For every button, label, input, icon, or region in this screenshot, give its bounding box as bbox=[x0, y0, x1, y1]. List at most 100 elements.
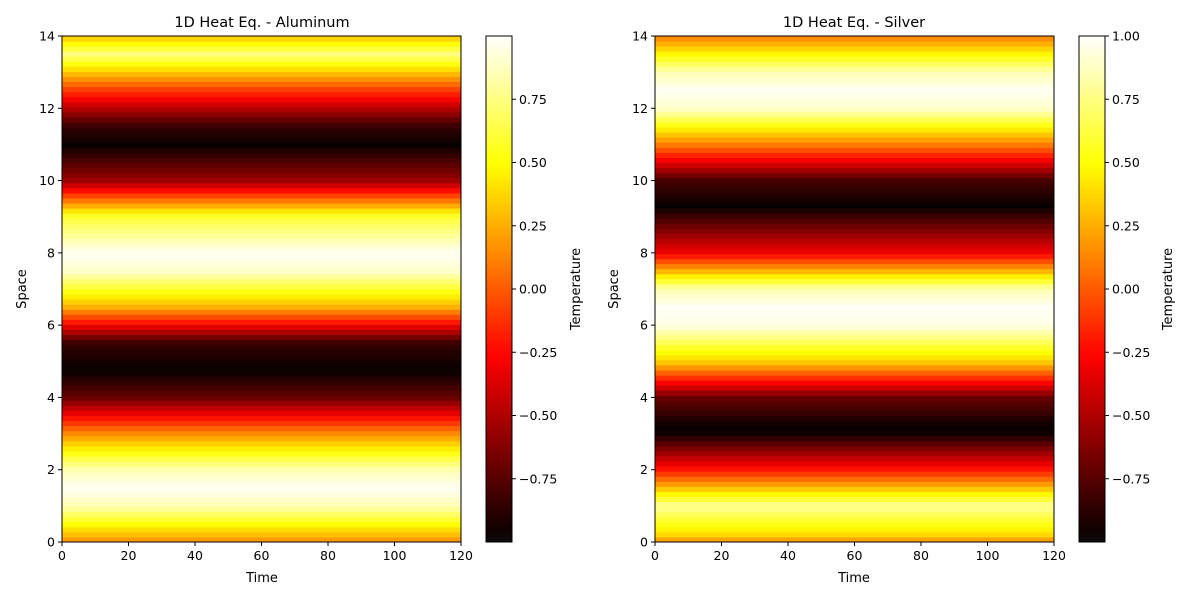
heatmap-cell bbox=[62, 359, 461, 366]
heatmap-cell bbox=[655, 212, 1054, 219]
x-tick-label: 40 bbox=[187, 548, 203, 563]
x-tick-label: 0 bbox=[651, 548, 659, 563]
heatmap-cell bbox=[655, 359, 1054, 366]
colorbar-gradient bbox=[486, 36, 512, 542]
heatmap-cell bbox=[655, 526, 1054, 533]
x-tick-label: 80 bbox=[913, 548, 929, 563]
heatmap-cell bbox=[62, 485, 461, 492]
colorbar-label: Temperature bbox=[569, 248, 584, 331]
heatmap-cell bbox=[62, 415, 461, 422]
x-axis-ticks: 0 20 40 60 80 100 120 bbox=[651, 542, 1066, 563]
heatmap-cell bbox=[655, 141, 1054, 148]
heatmap-cell bbox=[655, 167, 1054, 174]
heatmap-area bbox=[62, 35, 461, 543]
heatmap-cell bbox=[655, 50, 1054, 57]
x-tick-label: 60 bbox=[847, 548, 863, 563]
heatmap-cell bbox=[655, 106, 1054, 113]
heatmap-cell bbox=[62, 298, 461, 305]
heatmap-cell bbox=[62, 136, 461, 143]
heatmap-cell bbox=[655, 409, 1054, 416]
colorbar-tick-label: 0.75 bbox=[519, 92, 547, 107]
colorbar-gradient bbox=[1079, 36, 1105, 542]
heatmap-cell bbox=[62, 141, 461, 148]
heatmap-cell bbox=[62, 425, 461, 432]
heatmap-cell bbox=[62, 237, 461, 244]
heatmap-cell bbox=[62, 328, 461, 336]
heatmap-cell bbox=[655, 156, 1054, 163]
y-tick-label: 2 bbox=[640, 462, 648, 477]
heatmap-cell bbox=[62, 81, 461, 88]
heatmap-cell bbox=[62, 480, 461, 487]
heatmap-cell bbox=[655, 197, 1054, 204]
heatmap-cell bbox=[62, 106, 461, 113]
colorbar-tick-label: 0.00 bbox=[1112, 282, 1140, 297]
heatmap-cell bbox=[62, 227, 461, 234]
y-tick-label: 8 bbox=[47, 245, 55, 260]
heatmap-cell bbox=[655, 531, 1054, 538]
heatmap-cell bbox=[62, 354, 461, 361]
heatmap-cell bbox=[62, 212, 461, 219]
heatmap-cell bbox=[62, 268, 461, 275]
heatmap-cell bbox=[62, 111, 461, 118]
colorbar-tick-label: 0.25 bbox=[1112, 218, 1140, 233]
heatmap-area bbox=[655, 35, 1054, 543]
heatmap-cell bbox=[655, 445, 1054, 452]
heatmap-cell bbox=[62, 455, 461, 462]
x-tick-label: 20 bbox=[714, 548, 730, 563]
x-tick-label: 80 bbox=[320, 548, 336, 563]
heatmap-cell bbox=[655, 96, 1054, 103]
heatmap-cell bbox=[62, 70, 461, 77]
heatmap-cell bbox=[62, 263, 461, 270]
heatmap-cell bbox=[655, 253, 1054, 260]
heatmap-cell bbox=[62, 516, 461, 523]
heatmap-cell bbox=[655, 308, 1054, 315]
heatmap-cell bbox=[62, 60, 461, 67]
heatmap-cell bbox=[655, 192, 1054, 199]
colorbar-tick-label: −0.50 bbox=[519, 408, 557, 423]
heatmap-cell bbox=[655, 182, 1054, 189]
x-tick-label: 60 bbox=[254, 548, 270, 563]
colorbar-ticks: −0.75 −0.50 −0.25 0.00 0.25 0.50 0.75 bbox=[512, 92, 557, 486]
heatmap-cell bbox=[62, 126, 461, 133]
y-tick-label: 8 bbox=[640, 245, 648, 260]
heatmap-cell bbox=[62, 379, 461, 386]
heatmap-cell bbox=[655, 328, 1054, 336]
y-axis-ticks: 0 2 4 6 8 10 12 14 bbox=[39, 29, 62, 550]
heatmap-cell bbox=[655, 55, 1054, 62]
heatmap-cell bbox=[62, 86, 461, 93]
chart-title: 1D Heat Eq. - Silver bbox=[783, 15, 925, 31]
heatmap-cell bbox=[655, 465, 1054, 472]
heatmap-cell bbox=[62, 420, 461, 427]
heatmap-cell bbox=[62, 475, 461, 482]
x-axis-label: Time bbox=[837, 571, 870, 586]
heatmap-cell bbox=[62, 399, 461, 406]
heatmap-cell bbox=[655, 389, 1054, 396]
heatmap-cell bbox=[655, 344, 1054, 351]
heatmap-cell bbox=[655, 162, 1054, 169]
heatmap-cell bbox=[62, 506, 461, 513]
heatmap-cell bbox=[62, 440, 461, 447]
heatmap-cell bbox=[62, 521, 461, 528]
heatmap-cell bbox=[62, 409, 461, 416]
heatmap-cell bbox=[655, 485, 1054, 492]
heatmap-cell bbox=[62, 197, 461, 204]
heatmap-cell bbox=[62, 349, 461, 356]
heatmap-cell bbox=[655, 470, 1054, 477]
heatmap-cell bbox=[655, 425, 1054, 432]
x-tick-label: 120 bbox=[449, 548, 473, 563]
heatmap-cell bbox=[655, 263, 1054, 270]
colorbar: −0.75 −0.50 −0.25 0.00 0.25 0.50 0.75 1.00 Temp… bbox=[1078, 29, 1176, 543]
heatmap-cell bbox=[655, 430, 1054, 437]
heatmap-cell bbox=[655, 536, 1054, 543]
heatmap-cell bbox=[655, 460, 1054, 467]
y-tick-label: 14 bbox=[39, 29, 55, 44]
heatmap-cell bbox=[655, 349, 1054, 356]
heatmap-cell bbox=[62, 131, 461, 138]
chart-title: 1D Heat Eq. - Aluminum bbox=[174, 15, 349, 31]
heatmap-cell bbox=[62, 288, 461, 295]
heatmap-cell bbox=[62, 40, 461, 47]
heatmap-cell bbox=[62, 303, 461, 310]
colorbar-tick-label: −0.50 bbox=[1112, 408, 1150, 423]
heatmap-cell bbox=[62, 511, 461, 518]
heatmap-cell bbox=[62, 334, 461, 341]
